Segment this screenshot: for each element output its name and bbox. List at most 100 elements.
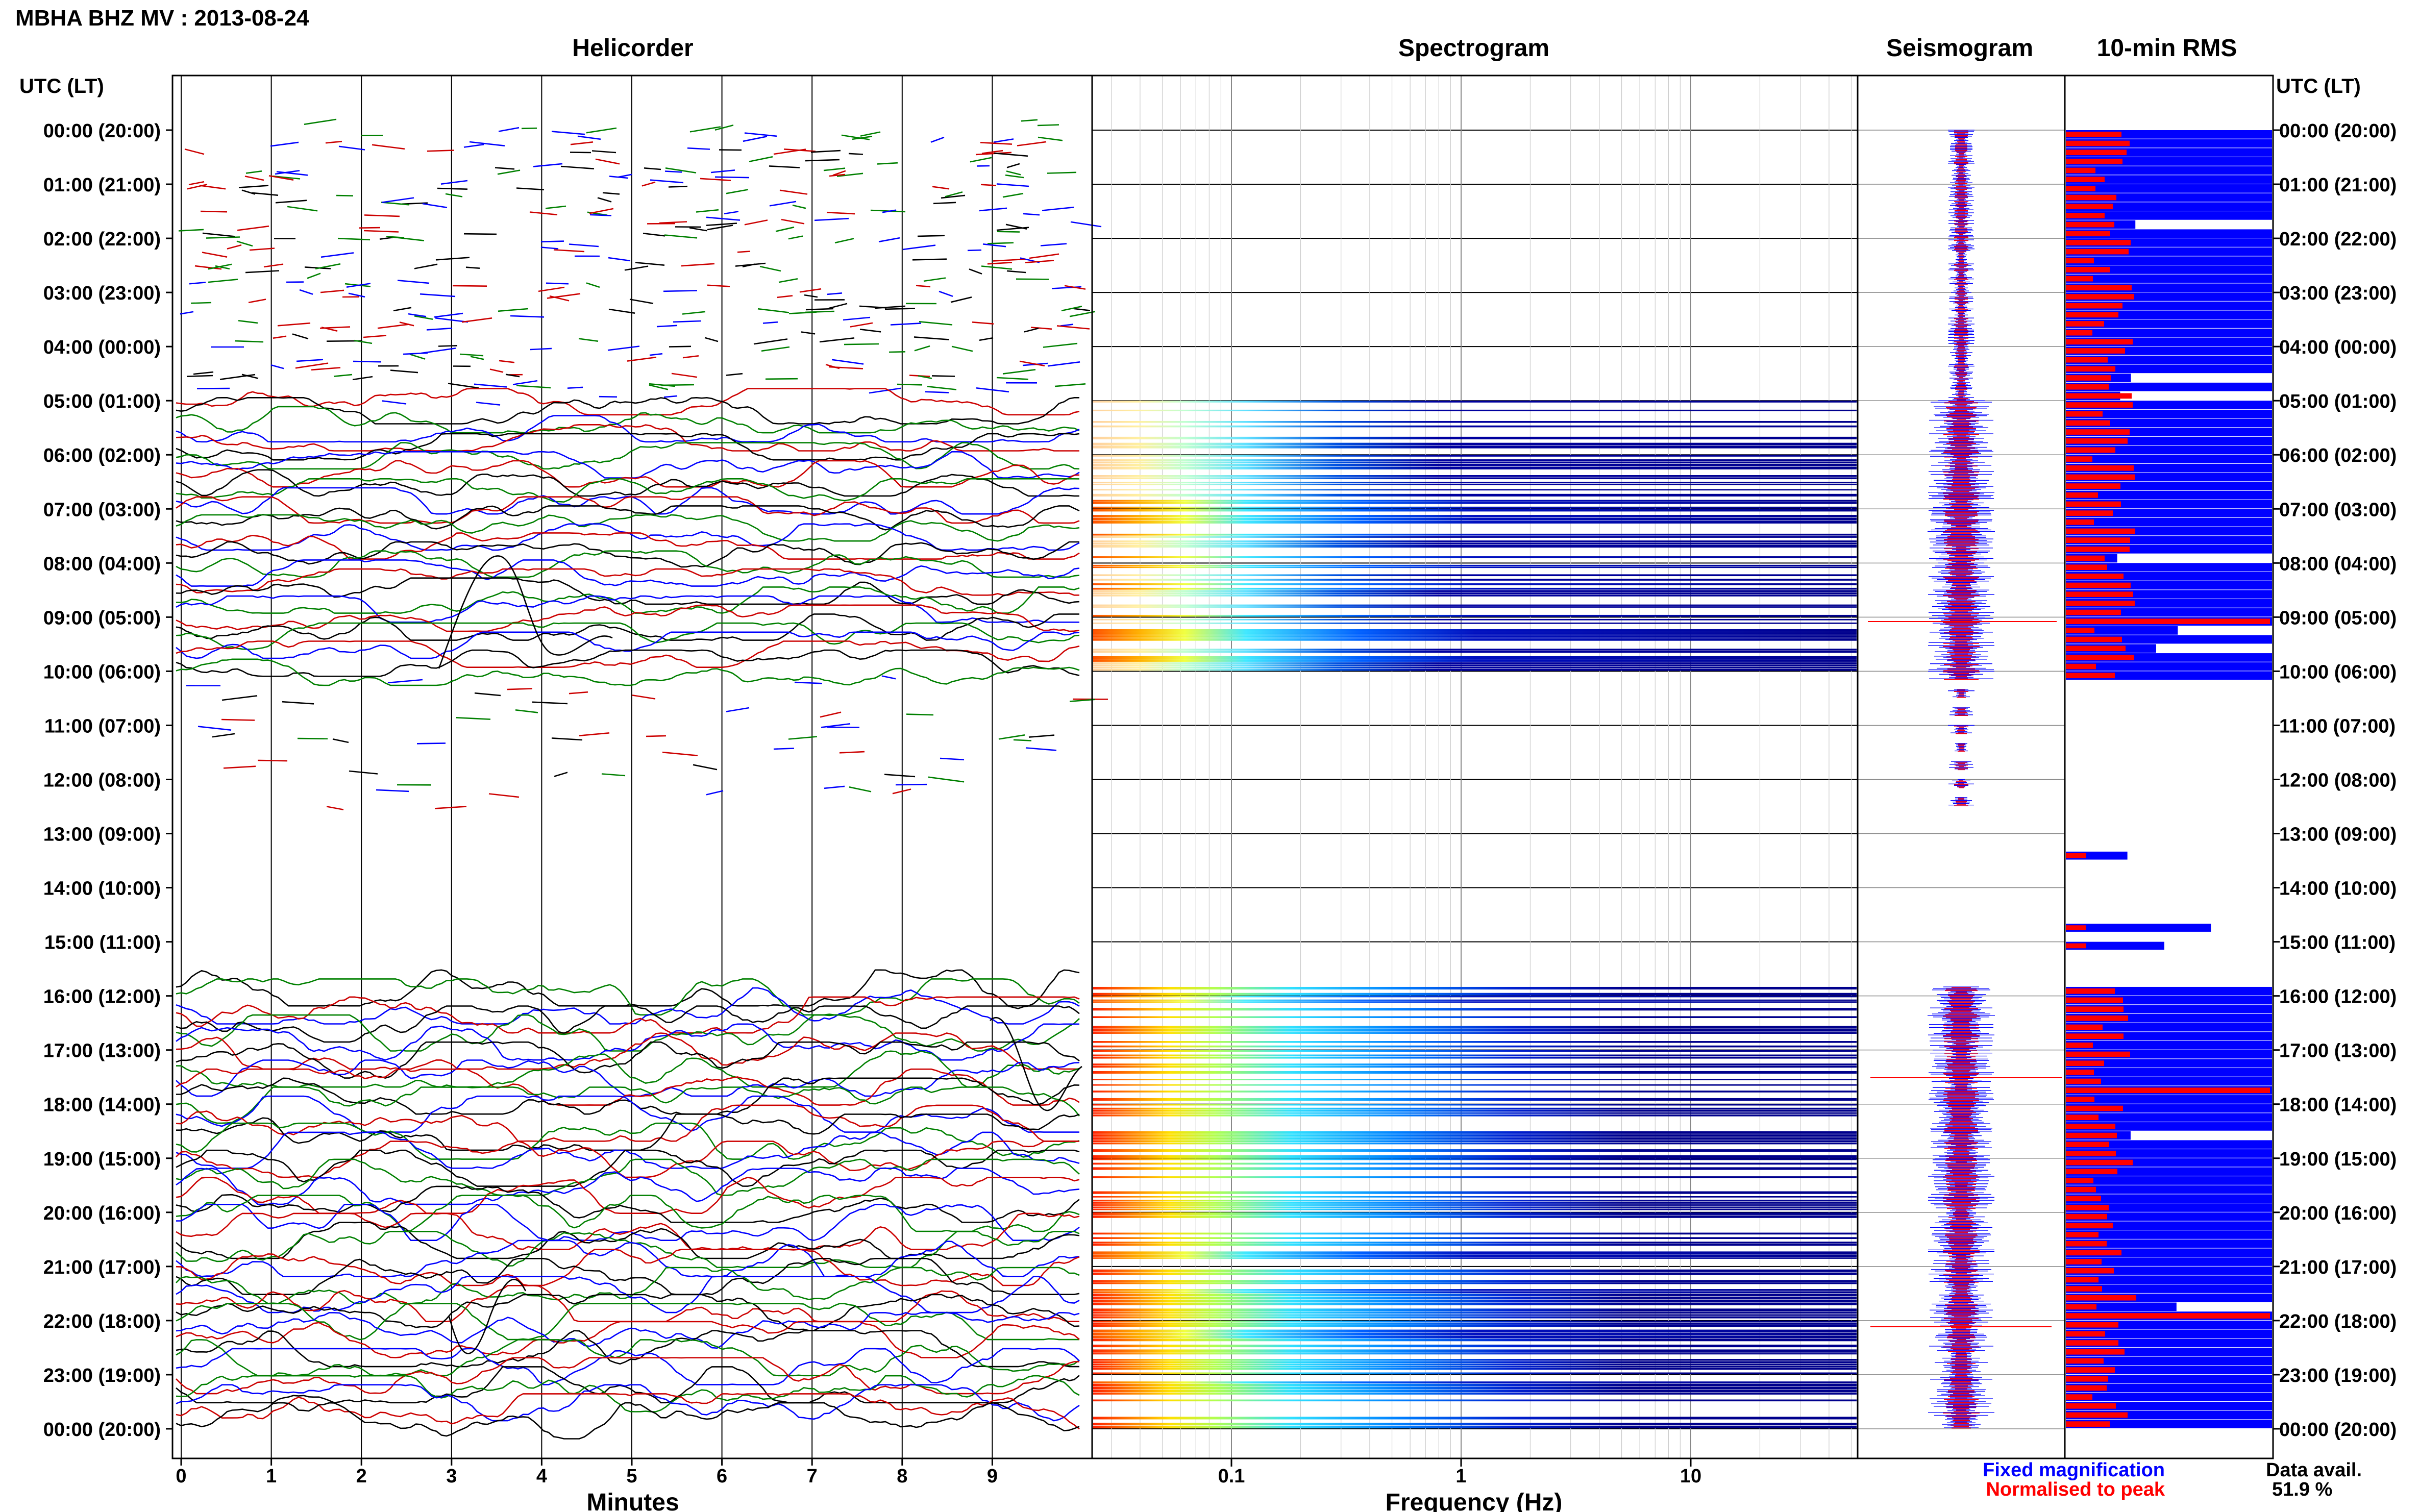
helicorder-fragment <box>788 736 818 740</box>
helicorder-fragment <box>489 368 504 373</box>
helicorder-fragment <box>521 127 537 130</box>
helicorder-fragment <box>1019 360 1045 367</box>
rms-fixed-bar <box>2066 1239 2272 1248</box>
helicorder-fragment <box>238 320 258 324</box>
helicorder-fragment <box>714 176 750 179</box>
helicorder-fragment <box>635 262 665 266</box>
helicorder-fragment <box>1047 361 1080 367</box>
spectrogram-band <box>1093 1315 1857 1317</box>
rms-fixed-bar <box>2066 166 2272 175</box>
rms-fixed-bar <box>2066 986 2272 996</box>
helicorder-fragment <box>832 170 846 176</box>
helicorder-fragment <box>769 165 800 168</box>
helicorder-fragment <box>497 169 521 175</box>
seismogram-trace <box>1868 130 2062 1429</box>
hour-label-right: 22:00 (18:00) <box>2279 1311 2397 1332</box>
spectrogram-band <box>1093 1114 1857 1117</box>
rms-normalised-bar <box>2066 1178 2093 1183</box>
rms-fixed-bar <box>2066 1266 2272 1275</box>
spectrogram-band <box>1093 1176 1857 1178</box>
rms-fixed-bar <box>2066 1077 2272 1086</box>
helicorder-fragment <box>941 194 966 199</box>
helicorder-fragment <box>1073 308 1091 311</box>
rms-normalised-bar <box>2066 186 2095 191</box>
helicorder-fragment <box>196 387 230 389</box>
helicorder-fragment <box>874 305 906 309</box>
helicorder-fragment <box>668 185 688 188</box>
helicorder-fragment <box>193 371 214 375</box>
helicorder-fragment <box>512 380 538 385</box>
helicorder-x-tick-label: 3 <box>446 1466 457 1487</box>
spectrogram-band <box>1093 1084 1857 1086</box>
helicorder-fragment <box>967 249 982 252</box>
spectrogram-x-label: Frequency (Hz) <box>1386 1489 1563 1512</box>
helicorder-trace <box>176 1249 1080 1286</box>
hour-label-right: 04:00 (00:00) <box>2279 337 2397 358</box>
rms-normalised-bar <box>2066 537 2130 543</box>
helicorder-trace <box>176 1212 1080 1250</box>
rms-fixed-bar <box>2066 1383 2272 1393</box>
helicorder-fragment <box>249 247 275 251</box>
helicorder-trace <box>176 586 1080 614</box>
spectrogram-band <box>1093 1280 1857 1282</box>
helicorder-x-tick-label: 9 <box>987 1466 998 1487</box>
helicorder-fragment <box>673 320 702 323</box>
spectrogram-band <box>1093 579 1857 581</box>
helicorder-fragment <box>918 375 932 379</box>
spectrogram-band <box>1093 1201 1857 1203</box>
helicorder-fragment <box>597 197 612 203</box>
helicorder-fragment <box>693 764 718 771</box>
rms-normalised-bar <box>2066 1070 2094 1075</box>
helicorder-fragment <box>827 726 860 728</box>
rms-normalised-bar <box>2066 591 2133 598</box>
helicorder-fragment <box>409 354 426 360</box>
rms-fixed-bar <box>2066 229 2272 238</box>
helicorder-fragment <box>1056 325 1090 330</box>
rms-normalised-bar <box>2066 420 2110 426</box>
helicorder-trace <box>176 469 1079 497</box>
spectrogram-band <box>1093 1237 1857 1240</box>
spectrogram-band <box>1093 1208 1857 1210</box>
helicorder-trace <box>176 595 1079 623</box>
helicorder-fragment <box>993 138 1014 143</box>
helicorder-fragment <box>939 290 953 297</box>
helicorder-trace <box>176 532 1080 560</box>
helicorder-fragment <box>338 145 365 151</box>
spectrogram-band <box>1093 442 1857 445</box>
rms-normalised-bar <box>2066 510 2113 516</box>
spectrogram-band <box>1093 622 1857 624</box>
rms-normalised-bar <box>2066 483 2120 489</box>
spectrogram-band <box>1093 1349 1857 1351</box>
helicorder-fragment <box>498 127 520 132</box>
helicorder-fragment <box>567 386 583 389</box>
helicorder-fragment <box>273 335 287 339</box>
helicorder-fragment <box>897 383 923 386</box>
spectrogram-band <box>1093 1113 1857 1115</box>
rms-normalised-bar <box>2066 1015 2128 1021</box>
rms-normalised-bar <box>2066 997 2123 1003</box>
helicorder-fragment <box>387 679 423 684</box>
helicorder-fragment <box>187 184 208 190</box>
rms-normalised-bar <box>2066 1421 2110 1427</box>
rms-normalised-bar <box>2066 429 2130 435</box>
helicorder-fragment <box>1069 699 1096 702</box>
rms-fixed-bar <box>2066 274 2272 283</box>
helicorder-fragment <box>241 374 259 379</box>
rms-normalised-bar <box>2066 321 2104 327</box>
rms-normalised-bar <box>2066 1159 2133 1166</box>
helicorder-fragment <box>682 311 706 315</box>
helicorder-fragment <box>975 152 1012 156</box>
helicorder-fragment <box>656 325 678 328</box>
rms-normalised-bar <box>2066 393 2132 399</box>
helicorder-trace <box>176 1339 1080 1377</box>
rms-normalised-bar <box>2066 204 2113 210</box>
helicorder-fragment <box>649 383 676 387</box>
helicorder-fragment <box>759 265 781 272</box>
helicorder-fragment <box>1002 369 1036 375</box>
spectrogram-band <box>1093 1111 1857 1113</box>
helicorder-fragment <box>352 376 373 381</box>
rms-normalised-bar <box>2066 474 2135 480</box>
rms-normalised-bar <box>2066 573 2124 579</box>
helicorder-fragment <box>979 207 1007 212</box>
helicorder-fragment <box>744 219 768 226</box>
